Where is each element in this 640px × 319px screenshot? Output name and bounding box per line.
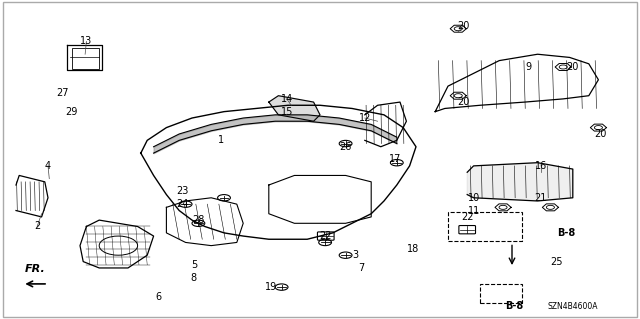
Text: 7: 7 <box>358 263 365 273</box>
Text: 23: 23 <box>176 186 189 197</box>
Polygon shape <box>467 163 573 201</box>
Bar <box>72 48 99 69</box>
Text: 8: 8 <box>191 272 197 283</box>
Text: SZN4B4600A: SZN4B4600A <box>548 302 598 311</box>
Text: 15: 15 <box>280 107 293 117</box>
Text: 5: 5 <box>191 260 197 270</box>
Text: B-8: B-8 <box>506 301 524 311</box>
Text: 12: 12 <box>358 113 371 123</box>
Text: 2: 2 <box>34 221 40 232</box>
Polygon shape <box>269 96 320 121</box>
Text: FR.: FR. <box>24 264 45 274</box>
Text: 3: 3 <box>352 250 358 260</box>
Text: 6: 6 <box>156 292 162 302</box>
Text: 22: 22 <box>319 231 332 241</box>
Text: 16: 16 <box>534 161 547 171</box>
Text: 4: 4 <box>45 161 51 171</box>
Text: 20: 20 <box>457 20 470 31</box>
Text: 28: 28 <box>192 215 205 225</box>
Text: 13: 13 <box>80 36 93 47</box>
Text: 20: 20 <box>594 129 607 139</box>
Text: 26: 26 <box>339 142 352 152</box>
Text: 22: 22 <box>461 212 474 222</box>
Text: 27: 27 <box>56 87 69 98</box>
Text: 25: 25 <box>550 256 563 267</box>
Text: 21: 21 <box>534 193 547 203</box>
Text: 20: 20 <box>566 62 579 72</box>
Text: 17: 17 <box>388 154 401 165</box>
Text: 10: 10 <box>467 193 480 203</box>
Text: B-8: B-8 <box>557 228 575 238</box>
Text: 24: 24 <box>176 199 189 209</box>
Text: 1: 1 <box>218 135 224 145</box>
Text: 19: 19 <box>264 282 277 292</box>
Text: 9: 9 <box>525 62 532 72</box>
Text: 20: 20 <box>457 97 470 107</box>
Text: 29: 29 <box>65 107 78 117</box>
Text: 11: 11 <box>467 205 480 216</box>
Text: 18: 18 <box>406 244 419 254</box>
Text: 14: 14 <box>280 94 293 104</box>
